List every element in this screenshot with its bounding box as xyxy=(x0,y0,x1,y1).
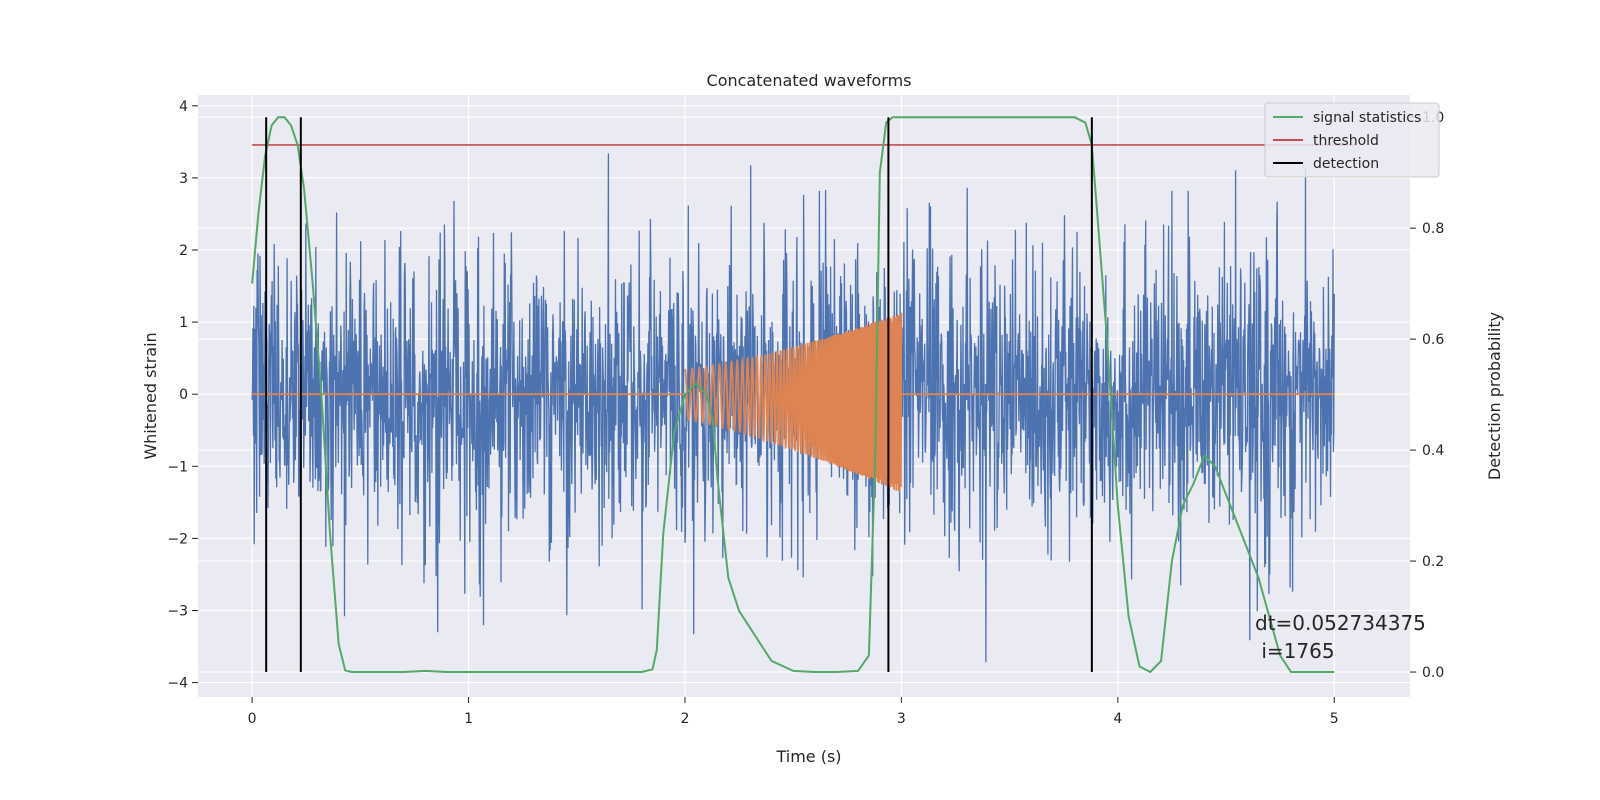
y2-tick-label: 0.2 xyxy=(1422,554,1444,570)
y-tick-label: −3 xyxy=(167,603,188,619)
x-tick-label: 5 xyxy=(1330,711,1339,727)
x-tick-label: 1 xyxy=(464,711,473,727)
y-tick-label: 4 xyxy=(179,99,188,115)
y2-tick-label: 0.8 xyxy=(1422,221,1444,237)
y-tick-label: 1 xyxy=(179,315,188,331)
y-tick-label: 0 xyxy=(179,387,188,403)
legend-label: threshold xyxy=(1313,133,1379,149)
x-axis-label: Time (s) xyxy=(775,747,841,766)
x-tick-label: 0 xyxy=(248,711,257,727)
y2-tick-label: 0.4 xyxy=(1422,443,1444,459)
plot-content xyxy=(251,116,1356,673)
y2-tick-label: 0.0 xyxy=(1422,665,1444,681)
signal-statistics-line xyxy=(251,116,1335,673)
y2-tick-label: 0.6 xyxy=(1422,332,1444,348)
y-tick-label: −4 xyxy=(167,676,188,692)
y-tick-label: 3 xyxy=(179,171,188,187)
x-tick-label: 4 xyxy=(1113,711,1122,727)
y-tick-label: −2 xyxy=(167,531,188,547)
legend-label: signal statistics xyxy=(1313,110,1421,126)
chart-title: Concatenated waveforms xyxy=(707,71,912,90)
x-tick-label: 3 xyxy=(897,711,906,727)
waveform-chirp-line xyxy=(684,312,903,492)
legend-box xyxy=(1264,102,1440,178)
strain-series-line xyxy=(251,153,1335,663)
legend: signal statistics threshold detection xyxy=(1264,102,1440,178)
annotation-index: i=1765 xyxy=(1255,639,1335,663)
x-tick-label: 2 xyxy=(681,711,690,727)
y-tick-label: 2 xyxy=(179,243,188,259)
y-axis-label: Whitened strain xyxy=(141,332,160,459)
y-tick-label: −1 xyxy=(167,459,188,475)
legend-label: detection xyxy=(1313,156,1379,172)
y2-axis-label: Detection probability xyxy=(1485,312,1504,480)
annotation-dt: dt=0.052734375 xyxy=(1255,611,1426,635)
